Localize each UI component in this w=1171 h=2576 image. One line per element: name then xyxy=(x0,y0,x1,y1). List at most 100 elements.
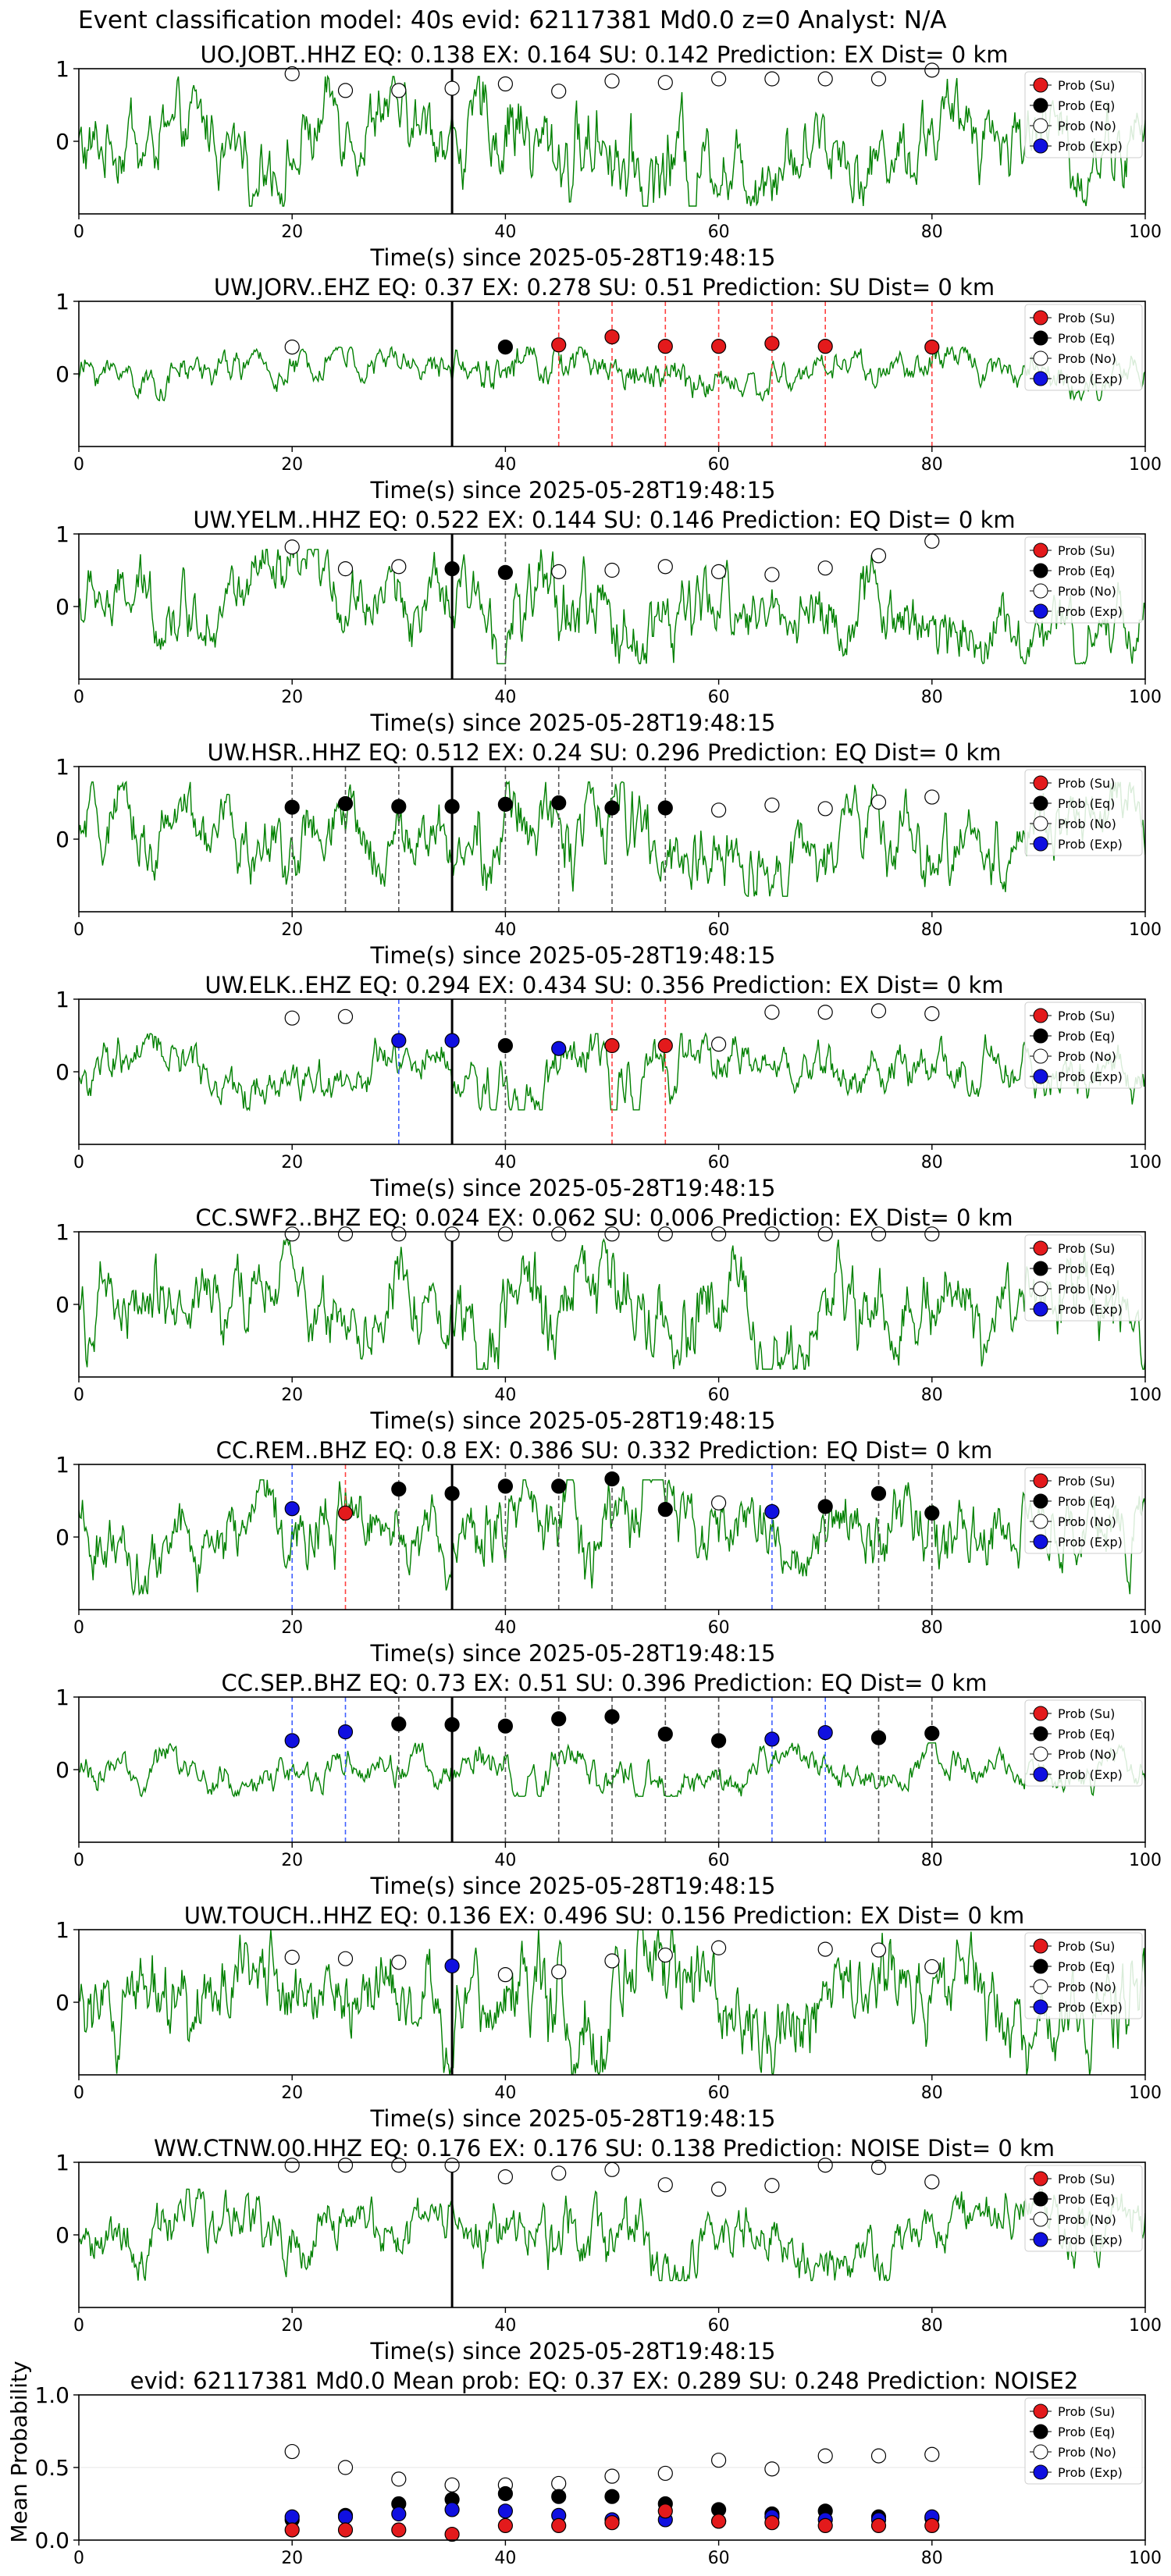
prob-point-no xyxy=(284,1010,300,1026)
prob-point-su xyxy=(604,329,620,345)
legend-box xyxy=(1024,2397,1143,2485)
prob-point-no xyxy=(870,2159,887,2176)
legend-marker-su xyxy=(1033,543,1048,558)
legend-label-exp: Prob (Exp) xyxy=(1058,2000,1123,2015)
legend-label-eq: Prob (Eq) xyxy=(1058,2425,1115,2439)
prob-point-no xyxy=(924,62,940,78)
x-tick-label: 60 xyxy=(708,455,730,475)
prob-point-no xyxy=(391,559,407,575)
y-tick-label: 0.0 xyxy=(34,2528,69,2553)
prob-point-no xyxy=(604,1226,620,1242)
x-tick-label: 80 xyxy=(921,455,943,475)
x-tick-label: 100 xyxy=(1129,455,1162,475)
legend-marker-exp xyxy=(1033,836,1048,852)
x-tick-label: 60 xyxy=(708,1618,730,1638)
prob-point-eq xyxy=(497,339,514,355)
x-tick-label: 100 xyxy=(1129,1153,1162,1172)
prob-point-no xyxy=(284,1226,300,1242)
x-tick-label: 100 xyxy=(1129,222,1162,242)
prob-point-no xyxy=(924,533,940,549)
x-axis-label: Time(s) since 2025-05-28T19:48:15 xyxy=(370,1175,776,1201)
x-tick-label: 60 xyxy=(708,1153,730,1172)
prob-point-su xyxy=(657,339,673,354)
y-tick-label: 0 xyxy=(55,1990,69,2016)
legend-marker-eq xyxy=(1033,98,1048,113)
prob-point-eq xyxy=(497,796,514,812)
legend-label-no: Prob (No) xyxy=(1058,351,1116,366)
panel-title-8: UW.TOUCH..HHZ EQ: 0.136 EX: 0.496 SU: 0.… xyxy=(184,1902,1024,1929)
prob-point-no xyxy=(924,789,940,805)
panel-title-7: CC.SEP..BHZ EQ: 0.73 EX: 0.51 SU: 0.396 … xyxy=(222,1670,988,1696)
legend-marker-su xyxy=(1033,1938,1048,1954)
legend-box xyxy=(1024,2165,1143,2252)
prob-point-eq xyxy=(870,1485,887,1501)
prob-point-eq xyxy=(551,1711,567,1727)
prob-point-exp xyxy=(337,1724,354,1740)
prob-point-no xyxy=(284,1949,300,1965)
y-tick-label: 0 xyxy=(55,1525,69,1550)
prob-point-eq xyxy=(391,1716,407,1732)
x-tick-label: 40 xyxy=(494,2083,516,2103)
prob-point-exp xyxy=(444,2502,460,2517)
legend-marker-eq xyxy=(1033,1726,1048,1742)
prob-point-su xyxy=(657,1037,673,1054)
prob-point-exp xyxy=(284,1501,300,1517)
prob-point-no xyxy=(604,73,620,89)
legend-marker-su xyxy=(1033,1008,1048,1023)
axes-frame xyxy=(78,533,1146,680)
prob-point-eq xyxy=(604,1709,620,1724)
prob-point-no xyxy=(604,1953,620,1969)
legend-marker-exp xyxy=(1033,603,1048,619)
prob-point-no xyxy=(870,2448,887,2464)
prob-point-no xyxy=(924,2174,940,2190)
legend-label-su: Prob (Su) xyxy=(1058,1241,1115,1256)
legend-label-su: Prob (Su) xyxy=(1058,1706,1115,1721)
legend-box xyxy=(1024,1699,1143,1787)
legend-label-eq: Prob (Eq) xyxy=(1058,1261,1115,1276)
legend-label-exp: Prob (Exp) xyxy=(1058,837,1123,852)
prob-point-exp xyxy=(444,1958,460,1974)
prob-point-eq xyxy=(444,1485,460,1501)
prob-point-exp xyxy=(817,1724,833,1741)
panel-title-3: UW.HSR..HHZ EQ: 0.512 EX: 0.24 SU: 0.296… xyxy=(208,739,1002,766)
y-tick-label: 0 xyxy=(55,1757,69,1783)
prob-point-eq xyxy=(657,1502,673,1517)
x-tick-label: 80 xyxy=(921,1153,943,1172)
prob-point-no xyxy=(710,1940,727,1955)
legend-label-su: Prob (Su) xyxy=(1058,1474,1115,1489)
prob-point-su xyxy=(657,2503,673,2519)
prob-point-no xyxy=(870,1003,887,1019)
prob-point-no xyxy=(710,1037,727,1052)
prob-point-no xyxy=(444,2158,460,2173)
legend-label-eq: Prob (Eq) xyxy=(1058,796,1115,811)
prob-point-no xyxy=(870,71,887,87)
legend-box xyxy=(1024,71,1143,158)
x-tick-label: 60 xyxy=(708,2316,730,2336)
legend-box xyxy=(1024,1234,1143,1322)
x-axis-label: Time(s) since 2025-05-28T19:48:15 xyxy=(370,1640,776,1667)
x-tick-label: 0 xyxy=(73,1618,84,1638)
legend-marker-exp xyxy=(1033,1301,1048,1317)
legend-marker-exp xyxy=(1033,1069,1048,1084)
x-tick-label: 20 xyxy=(281,455,303,475)
y-tick-label: 0 xyxy=(55,827,69,852)
waveform-trace xyxy=(79,1742,1145,1799)
prob-point-no xyxy=(444,2477,460,2492)
prob-point-no xyxy=(551,564,567,579)
y-tick-label: 1 xyxy=(55,2150,69,2176)
legend-marker-su xyxy=(1033,310,1048,326)
prob-point-exp xyxy=(764,1503,780,1520)
x-tick-label: 80 xyxy=(921,688,943,707)
legend-label-no: Prob (No) xyxy=(1058,2445,1116,2460)
x-tick-label: 40 xyxy=(494,688,516,707)
x-tick-label: 40 xyxy=(494,2316,516,2336)
x-tick-label: 80 xyxy=(921,2549,943,2568)
x-tick-label: 40 xyxy=(494,1851,516,1870)
prob-point-eq xyxy=(497,2485,514,2502)
prob-point-no xyxy=(817,71,833,87)
legend-marker-no xyxy=(1033,2211,1048,2227)
prob-point-no xyxy=(817,801,833,817)
legend-box xyxy=(1024,304,1143,391)
y-tick-label: 0 xyxy=(55,2222,69,2248)
legend-label-exp: Prob (Exp) xyxy=(1058,1767,1123,1782)
